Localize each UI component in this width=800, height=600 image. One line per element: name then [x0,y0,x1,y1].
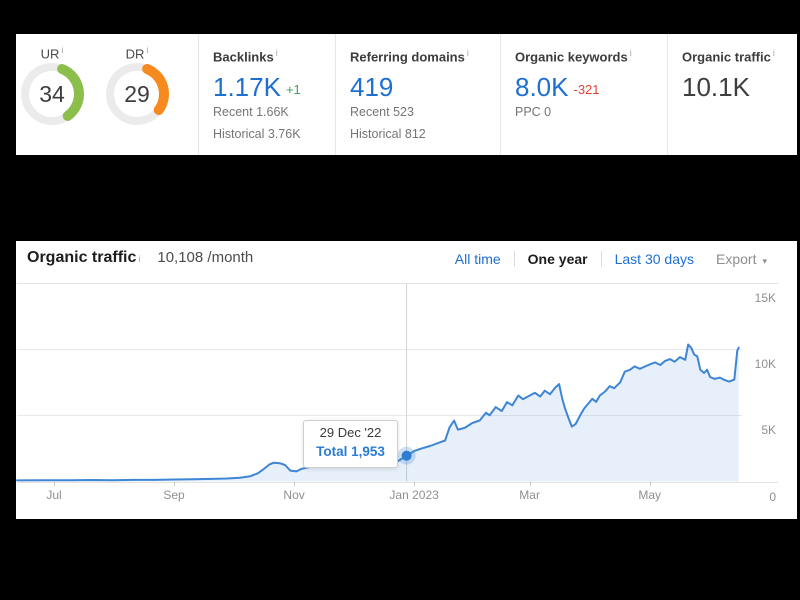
info-icon[interactable]: i [61,45,64,55]
organic-keywords-delta: -321 [573,82,600,98]
divider [198,34,199,155]
backlinks-value[interactable]: 1.17K [213,72,281,103]
tooltip-date: 29 Dec '22 [319,425,382,440]
tab-divider [600,251,602,267]
stat-label: Referring domains i [350,48,469,65]
info-icon[interactable]: i [629,48,632,58]
stat-organic-keywords: Organic keywords i 8.0K -321 PPC 0 [515,34,632,123]
tab-divider [513,251,515,267]
organic-keywords-value[interactable]: 8.0K [515,72,569,103]
traffic-area-chart[interactable] [16,241,797,519]
stat-sub: PPC 0 [515,105,552,120]
tab-one-year[interactable]: One year [527,251,588,267]
dr-label: DR i [125,45,149,62]
referring-domains-value[interactable]: 419 [350,72,394,103]
chart-title: Organic traffic [27,249,137,266]
info-icon[interactable]: i [772,48,775,58]
info-icon[interactable]: i [466,48,469,58]
stat-sub: Recent 523 [350,105,414,120]
stat-label: Organic traffic i [682,48,775,65]
stat-sub: Recent 1.66K [213,105,289,120]
info-icon[interactable]: i [275,48,278,58]
divider [335,34,336,155]
ur-gauge: UR i 34 [17,34,87,155]
chart-subtitle: 10,108 /month [157,249,254,266]
tab-all-time[interactable]: All time [454,251,501,267]
export-button[interactable]: Export ▾ [716,251,767,267]
stat-sub: Historical 3.76K [213,127,301,142]
divider [500,34,501,155]
backlinks-delta: +1 [285,82,301,98]
stat-referring-domains: Referring domains i 419 Recent 523 Histor… [350,34,469,145]
stat-organic-traffic: Organic traffic i 10.1K [682,34,775,101]
organic-traffic-value: 10.1K [682,72,750,103]
chart-header: Organic traffic i 10,108 /month [27,249,253,267]
tooltip-total: Total 1,953 [316,444,385,459]
dr-gauge: DR i 29 [102,34,172,155]
info-icon[interactable]: i [146,45,149,55]
stat-backlinks: Backlinks i 1.17K +1 Recent 1.66K Historic… [213,34,301,145]
chart-tooltip: 29 Dec '22 Total 1,953 [303,420,398,468]
tab-last-30-days[interactable]: Last 30 days [614,251,694,267]
ur-label: UR i [40,45,64,62]
range-tabs: All time One year Last 30 days Export ▾ [455,251,767,267]
ur-value: 34 [39,81,65,107]
divider [667,34,668,155]
overview-panel: UR i 34 DR i 29 Backlinks i 1.17K +1 Recent … [16,34,797,155]
ur-gauge-ring [21,63,84,125]
chevron-down-icon: ▾ [762,256,767,266]
stat-label: Organic keywords i [515,48,632,65]
info-icon[interactable]: i [138,254,141,264]
organic-traffic-panel: Organic traffic i 10,108 /month All time … [16,241,797,519]
dr-value: 29 [124,81,150,107]
stat-sub: Historical 812 [350,127,426,142]
stat-label: Backlinks i [213,48,278,65]
dr-gauge-ring [106,63,169,125]
